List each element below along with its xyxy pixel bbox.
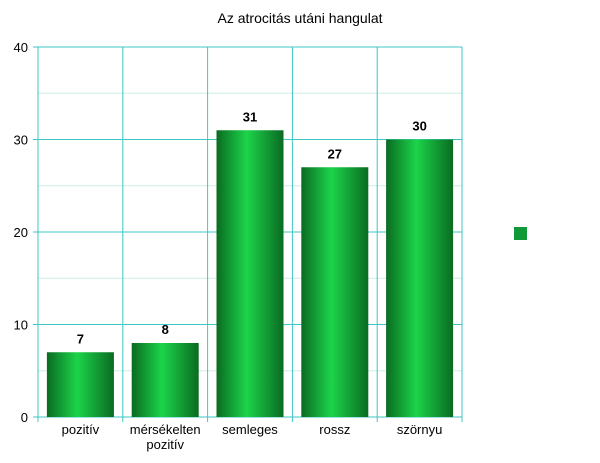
data-label: 27 [328, 146, 342, 161]
y-tick-label: 0 [21, 410, 28, 425]
x-tick-label: mérsékelten [130, 422, 201, 437]
x-tick-label: pozitív [146, 437, 184, 452]
chart-title: Az atrocitás utáni hangulat [218, 10, 383, 26]
bars [46, 130, 454, 417]
x-tick-label: pozitív [62, 422, 100, 437]
legend [514, 227, 527, 240]
data-label: 8 [162, 322, 169, 337]
bar [386, 139, 454, 417]
value-labels: 7 8 31 27 30 [77, 109, 427, 346]
y-tick-label: 30 [14, 133, 28, 148]
y-tick-label: 10 [14, 318, 28, 333]
x-tick-label: rossz [319, 422, 350, 437]
y-tick-label: 40 [14, 40, 28, 55]
bar [131, 343, 199, 417]
legend-swatch [514, 227, 527, 240]
x-tick-label: szörnyu [397, 422, 443, 437]
data-label: 30 [412, 119, 426, 134]
data-label: 31 [243, 109, 257, 124]
bar [46, 352, 114, 417]
bar [216, 130, 284, 417]
y-tick-label: 20 [14, 225, 28, 240]
x-tick-label: semleges [222, 422, 278, 437]
data-label: 7 [77, 331, 84, 346]
bar [301, 167, 369, 417]
